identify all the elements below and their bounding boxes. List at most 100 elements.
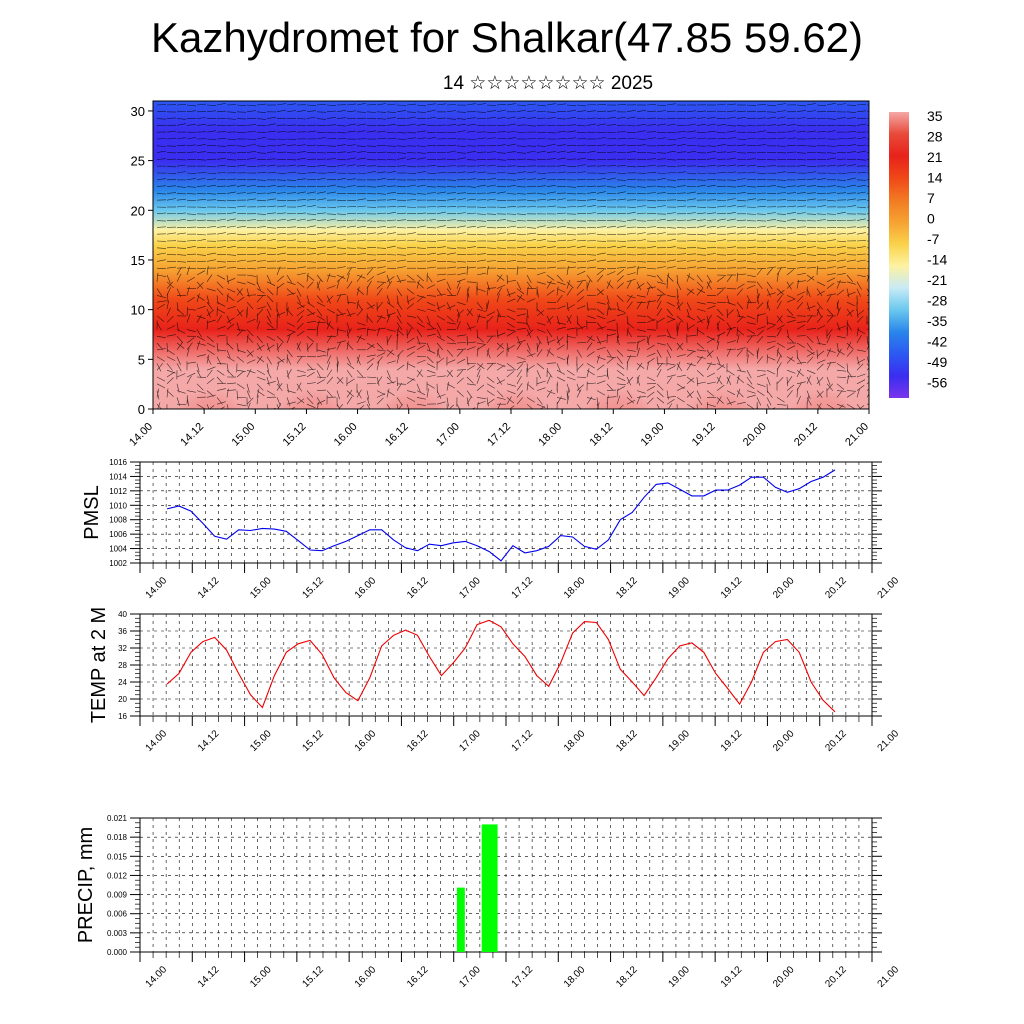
- wind-barb: [736, 273, 746, 276]
- wind-barb: [176, 205, 186, 208]
- wind-barb: [676, 144, 686, 147]
- wind-barb: [326, 117, 336, 119]
- wind-barb: [276, 192, 287, 194]
- wind-barb: [786, 298, 796, 303]
- wind-barb: [606, 199, 617, 201]
- wind-barb: [526, 117, 536, 119]
- wind-barb: [746, 104, 757, 107]
- wind-barb: [706, 362, 712, 371]
- wind-barb: [796, 295, 804, 303]
- wind-barb: [676, 165, 687, 167]
- wind-barb: [716, 332, 726, 337]
- wind-barb: [686, 172, 697, 175]
- wind-barb: [696, 152, 707, 154]
- wind-barb: [756, 178, 767, 181]
- wind-barb: [586, 254, 597, 256]
- wind-barb: [246, 232, 256, 235]
- wind-barb: [226, 191, 236, 194]
- wind-barb: [316, 327, 318, 337]
- wind-barb: [436, 293, 446, 296]
- wind-barb: [846, 254, 857, 256]
- y-tick-label: 24: [118, 678, 127, 687]
- wind-barb: [426, 103, 436, 106]
- wind-barb: [166, 315, 174, 323]
- wind-barb: [556, 171, 566, 174]
- wind-barb: [466, 178, 476, 181]
- wind-barb: [346, 328, 352, 337]
- wind-barb: [696, 254, 707, 256]
- wind-barb: [406, 361, 409, 371]
- wind-barb: [846, 308, 853, 317]
- wind-barb: [306, 390, 314, 398]
- wind-barb: [446, 381, 450, 391]
- wind-barb: [576, 157, 586, 160]
- wind-barb: [436, 131, 447, 134]
- wind-barb: [596, 301, 606, 305]
- wind-barb: [646, 391, 655, 398]
- wind-barb: [246, 369, 256, 374]
- wind-barb: [196, 341, 200, 350]
- wind-barb: [636, 144, 646, 147]
- wind-barb: [376, 356, 383, 364]
- wind-barb: [376, 232, 386, 235]
- wind-barb: [506, 232, 516, 235]
- wind-barb: [646, 361, 650, 371]
- wind-barb: [576, 279, 586, 283]
- wind-barb: [556, 286, 559, 296]
- wind-barb: [286, 292, 296, 296]
- wind-barb: [406, 297, 415, 303]
- wind-barb: [446, 110, 456, 113]
- wind-barb: [596, 315, 606, 320]
- wind-barb: [166, 165, 177, 168]
- wind-barb: [756, 205, 767, 208]
- wind-barb: [256, 376, 266, 381]
- wind-barb: [456, 308, 461, 318]
- wind-barb: [676, 171, 686, 174]
- wind-barb: [326, 246, 336, 249]
- wind-barb: [676, 130, 686, 133]
- y-tick-label: 36: [118, 627, 127, 636]
- wind-barb: [256, 219, 267, 221]
- wind-barb: [716, 137, 727, 140]
- wind-barb: [356, 198, 366, 201]
- wind-barb: [756, 247, 767, 249]
- wind-barb: [696, 179, 707, 181]
- wind-barb: [466, 103, 476, 106]
- wind-barb: [696, 397, 703, 406]
- wind-barb: [346, 389, 353, 398]
- wind-barb: [666, 159, 677, 161]
- wind-barb: [866, 288, 869, 294]
- wind-barb: [266, 381, 276, 385]
- wind-barb: [206, 288, 216, 292]
- wind-barb: [526, 383, 535, 390]
- wind-barb: [546, 266, 556, 269]
- wind-barb: [766, 288, 771, 297]
- wind-barb: [296, 374, 306, 378]
- wind-barb: [496, 376, 503, 385]
- wind-barb: [616, 302, 620, 311]
- wind-barb: [456, 118, 467, 120]
- wind-barb: [686, 403, 695, 409]
- wind-barb: [206, 124, 217, 126]
- wind-barb: [266, 288, 274, 296]
- wind-barb: [306, 363, 314, 371]
- wind-barb: [266, 390, 275, 396]
- wind-barb: [546, 226, 557, 228]
- wind-barb: [316, 212, 326, 215]
- wind-barb: [216, 281, 224, 289]
- wind-barb: [436, 186, 447, 188]
- wind-barb: [246, 151, 256, 153]
- wind-barb: [636, 281, 642, 291]
- precip-bar: [456, 887, 465, 952]
- wind-barb: [706, 390, 715, 397]
- wind-barb: [266, 172, 277, 174]
- wind-barb: [576, 305, 586, 310]
- wind-barb: [696, 369, 704, 377]
- wind-barb: [786, 308, 794, 316]
- wind-barb: [256, 308, 264, 316]
- wind-barb: [297, 410, 306, 411]
- wind-barb: [776, 239, 786, 242]
- wind-barb: [646, 226, 657, 228]
- wind-barb: [196, 103, 207, 106]
- wind-barb: [596, 185, 607, 187]
